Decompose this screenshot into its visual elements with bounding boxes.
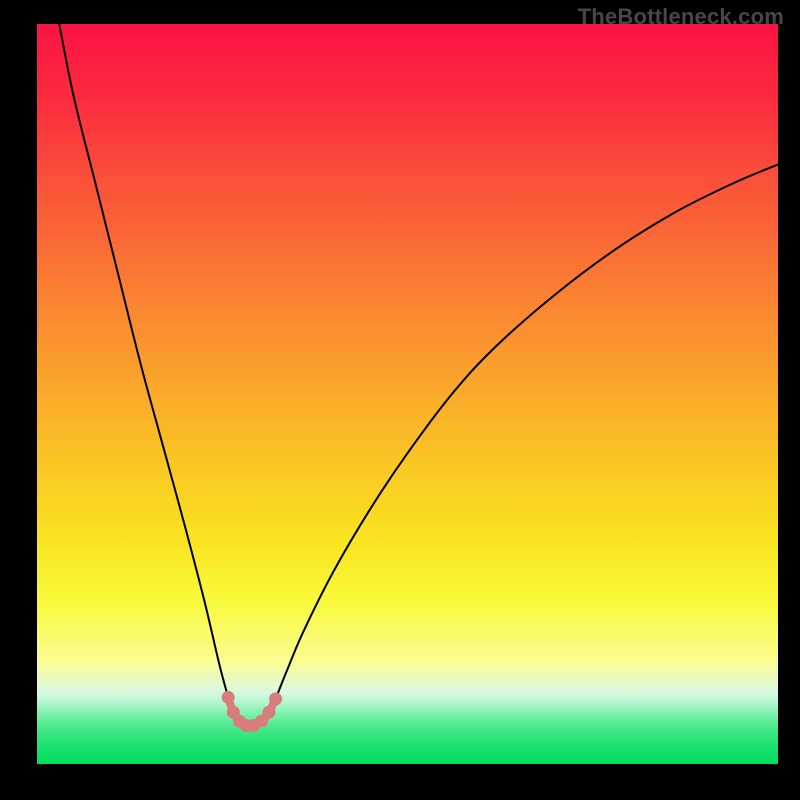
trough-marker <box>222 691 235 704</box>
chart-frame: TheBottleneck.com <box>0 0 800 800</box>
trough-marker <box>262 706 275 719</box>
trough-marker <box>269 692 282 705</box>
watermark-text: TheBottleneck.com <box>578 4 784 30</box>
bottleneck-chart <box>37 24 778 764</box>
plot-area <box>37 24 778 764</box>
